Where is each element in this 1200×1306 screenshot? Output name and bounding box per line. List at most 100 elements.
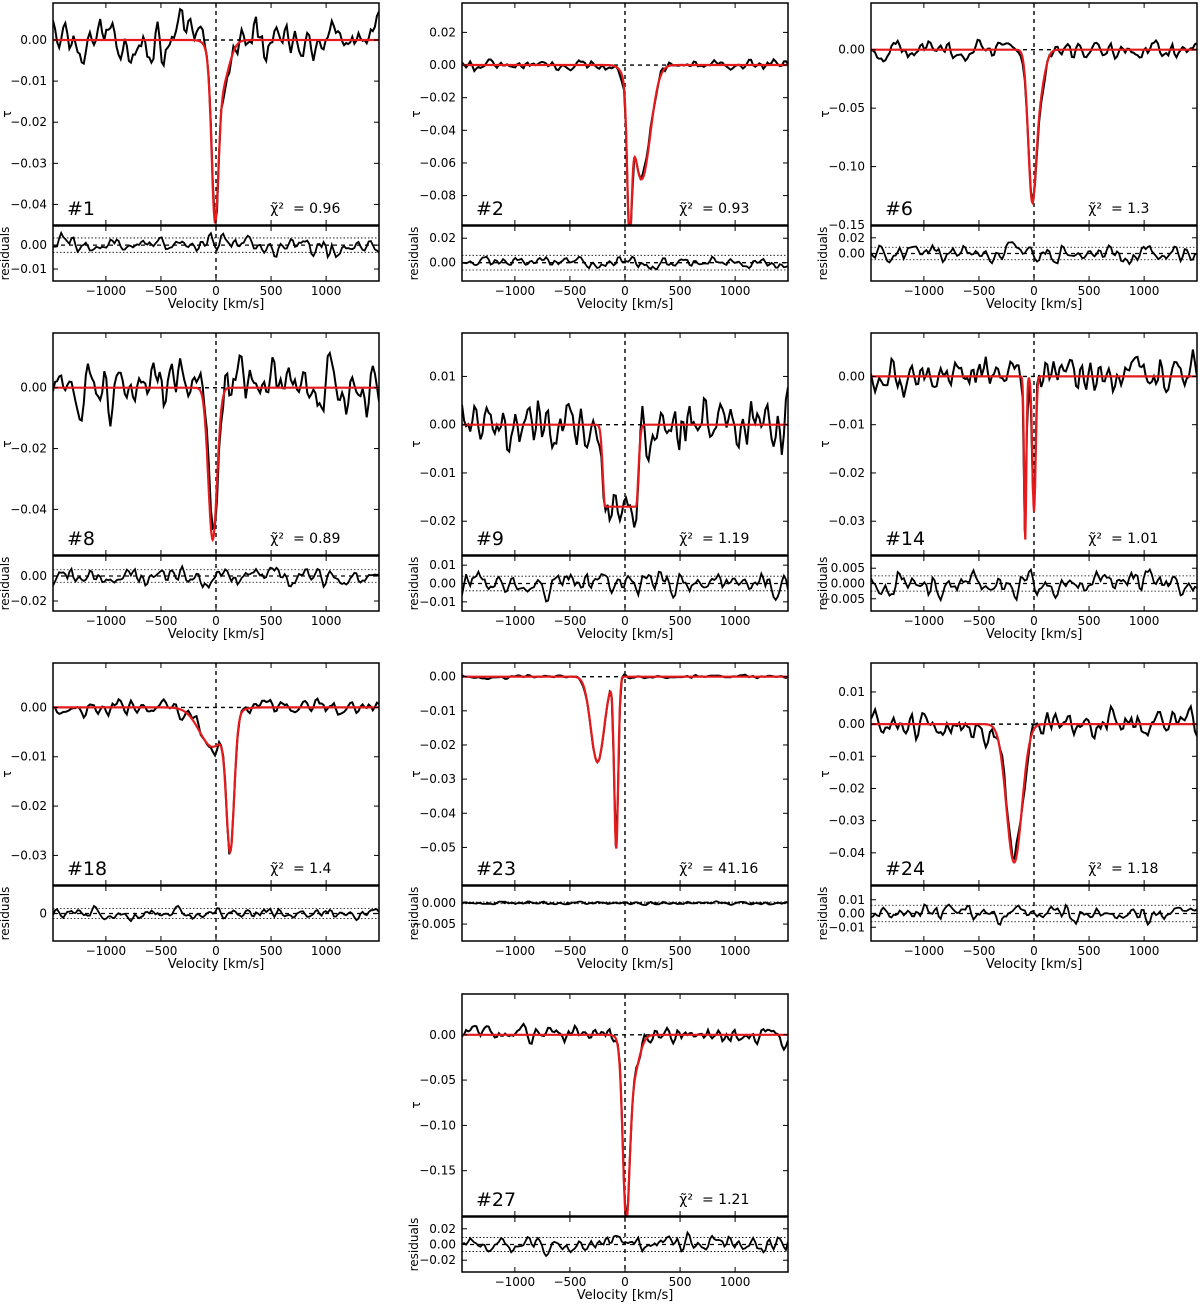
y-tick-label: −0.06 bbox=[419, 156, 456, 170]
residuals-axis-label: residuals bbox=[407, 557, 421, 611]
chi-square-label: χ̃² = 0.93 bbox=[679, 201, 749, 217]
panel-id-label: #24 bbox=[885, 858, 925, 880]
y-axis-label: τ bbox=[0, 110, 14, 117]
y-tick-label: −0.15 bbox=[419, 1164, 456, 1178]
y-tick-label: 0.00 bbox=[20, 381, 47, 395]
residual-line bbox=[871, 241, 1197, 266]
y-tick-label: 0.00 bbox=[429, 58, 456, 72]
panel-27: 0.00 −0.05 −0.10 −0.15 τ #27 χ̃² = 1.21 0.02 0.00… bbox=[407, 993, 789, 1303]
residual-plot-area bbox=[871, 226, 1197, 281]
residuals-axis-label: residuals bbox=[407, 227, 421, 281]
y-tick-label: −0.02 bbox=[419, 738, 456, 752]
x-tick-label: −1000 bbox=[495, 284, 536, 298]
y-tick-label: −0.04 bbox=[828, 846, 865, 860]
y-axis-label: τ bbox=[818, 110, 832, 117]
y-tick-label: −0.03 bbox=[828, 814, 865, 828]
x-tick-label: 0 bbox=[1030, 614, 1038, 628]
residual-plot-area bbox=[462, 1217, 788, 1272]
chi-square-value: = 1.3 bbox=[1111, 201, 1149, 217]
panel-24: 0.010.00−0.01−0.02−0.03−0.04τ#24 χ̃² = 1.1… bbox=[816, 662, 1198, 972]
chi-square-symbol: χ̃² bbox=[679, 201, 693, 217]
residual-line bbox=[53, 904, 379, 923]
fit-model-line bbox=[462, 1033, 788, 1216]
residuals-axis-label: residuals bbox=[816, 227, 830, 281]
panel-id-label: #18 bbox=[67, 858, 107, 880]
y-tick-label: −0.01 bbox=[828, 418, 865, 432]
y-tick-label: −0.10 bbox=[828, 160, 865, 174]
panel-id-label: #14 bbox=[885, 528, 925, 550]
fit-model-line bbox=[462, 63, 788, 225]
x-axis-label: Velocity [km/s] bbox=[577, 627, 674, 642]
x-tick-label: −500 bbox=[962, 614, 995, 628]
x-tick-label: 1000 bbox=[311, 614, 342, 628]
chi-square-value: = 0.93 bbox=[702, 201, 749, 217]
x-tick-label: 0 bbox=[212, 614, 220, 628]
residual-plot-area bbox=[462, 886, 788, 941]
x-tick-label: 0 bbox=[621, 1275, 629, 1289]
residual-line bbox=[462, 569, 788, 603]
chi-square-symbol: χ̃² bbox=[679, 1192, 693, 1208]
x-tick-label: −500 bbox=[553, 1275, 586, 1289]
y-tick-label: −0.03 bbox=[10, 156, 47, 170]
residual-plot-area bbox=[462, 556, 788, 611]
residual-line bbox=[462, 900, 788, 907]
residual-line bbox=[53, 230, 379, 260]
x-axis-label: Velocity [km/s] bbox=[168, 957, 265, 972]
y-tick-label: −0.05 bbox=[419, 840, 456, 854]
y-tick-label: 0.00 bbox=[429, 670, 456, 684]
chi-square-label: χ̃² = 1.01 bbox=[1088, 531, 1158, 547]
main-plot-area bbox=[462, 663, 788, 885]
res-y-tick-label: −0.005 bbox=[821, 592, 865, 606]
y-tick-label: 0.02 bbox=[429, 25, 456, 39]
res-y-tick-label: −0.02 bbox=[10, 594, 47, 608]
y-tick-label: 0.00 bbox=[838, 43, 865, 57]
x-tick-label: −500 bbox=[962, 944, 995, 958]
y-tick-label: −0.04 bbox=[10, 197, 47, 211]
y-tick-label: 0.00 bbox=[429, 418, 456, 432]
chi-square-value: = 0.89 bbox=[293, 531, 340, 547]
residual-plot-area bbox=[53, 886, 379, 941]
residuals-axis-label: residuals bbox=[816, 887, 830, 941]
chi-square-value: = 0.96 bbox=[293, 201, 340, 217]
y-tick-label: −0.05 bbox=[419, 1073, 456, 1087]
y-tick-label: −0.05 bbox=[828, 101, 865, 115]
panel-2: 0.02 0.00 −0.02 −0.04 −0.06 −0.08 τ #2 χ̃² = 0.93… bbox=[407, 2, 789, 312]
main-plot-area bbox=[53, 663, 379, 885]
y-tick-label: −0.02 bbox=[828, 466, 865, 480]
x-tick-label: 1000 bbox=[720, 614, 751, 628]
main-plot-area bbox=[871, 3, 1197, 225]
chi-square-label: χ̃² = 1.3 bbox=[1088, 201, 1149, 217]
y-axis-label: τ bbox=[409, 1101, 423, 1108]
x-tick-label: 0 bbox=[212, 944, 220, 958]
y-tick-label: −0.02 bbox=[419, 91, 456, 105]
chi-square-symbol: χ̃² bbox=[270, 201, 284, 217]
panel-23: 0.00 −0.01 −0.02 −0.03 −0.04 −0.05 τ #23 χ̃² = 41… bbox=[407, 662, 789, 972]
x-tick-label: 1000 bbox=[1129, 614, 1160, 628]
y-tick-label: −0.02 bbox=[10, 799, 47, 813]
x-axis-label: Velocity [km/s] bbox=[577, 1288, 674, 1303]
y-axis-label: τ bbox=[0, 440, 14, 447]
fit-model-line bbox=[871, 723, 1197, 864]
y-tick-label: −0.08 bbox=[419, 189, 456, 203]
fit-model-line bbox=[462, 675, 788, 849]
fit-model-line bbox=[53, 706, 379, 855]
y-tick-label: 0.01 bbox=[838, 685, 865, 699]
x-tick-label: 0 bbox=[621, 284, 629, 298]
res-y-tick-label: −0.02 bbox=[419, 1253, 456, 1267]
chi-square-symbol: χ̃² bbox=[270, 531, 284, 547]
x-tick-label: 1000 bbox=[1129, 944, 1160, 958]
y-axis-label: τ bbox=[818, 770, 832, 777]
x-tick-label: 1000 bbox=[1129, 284, 1160, 298]
y-axis-label: τ bbox=[409, 110, 423, 117]
data-spectrum-line bbox=[871, 703, 1197, 861]
main-plot-area bbox=[462, 994, 788, 1216]
res-y-tick-label: 0.00 bbox=[429, 1238, 456, 1252]
res-y-tick-label: 0.00 bbox=[838, 907, 865, 921]
chi-square-label: χ̃² = 41.16 bbox=[679, 861, 758, 877]
y-tick-label: −0.02 bbox=[10, 442, 47, 456]
chi-square-value: = 1.21 bbox=[702, 1192, 749, 1208]
fit-model-line bbox=[53, 386, 379, 543]
x-tick-label: 0 bbox=[621, 944, 629, 958]
res-y-tick-label: −0.01 bbox=[10, 262, 47, 276]
